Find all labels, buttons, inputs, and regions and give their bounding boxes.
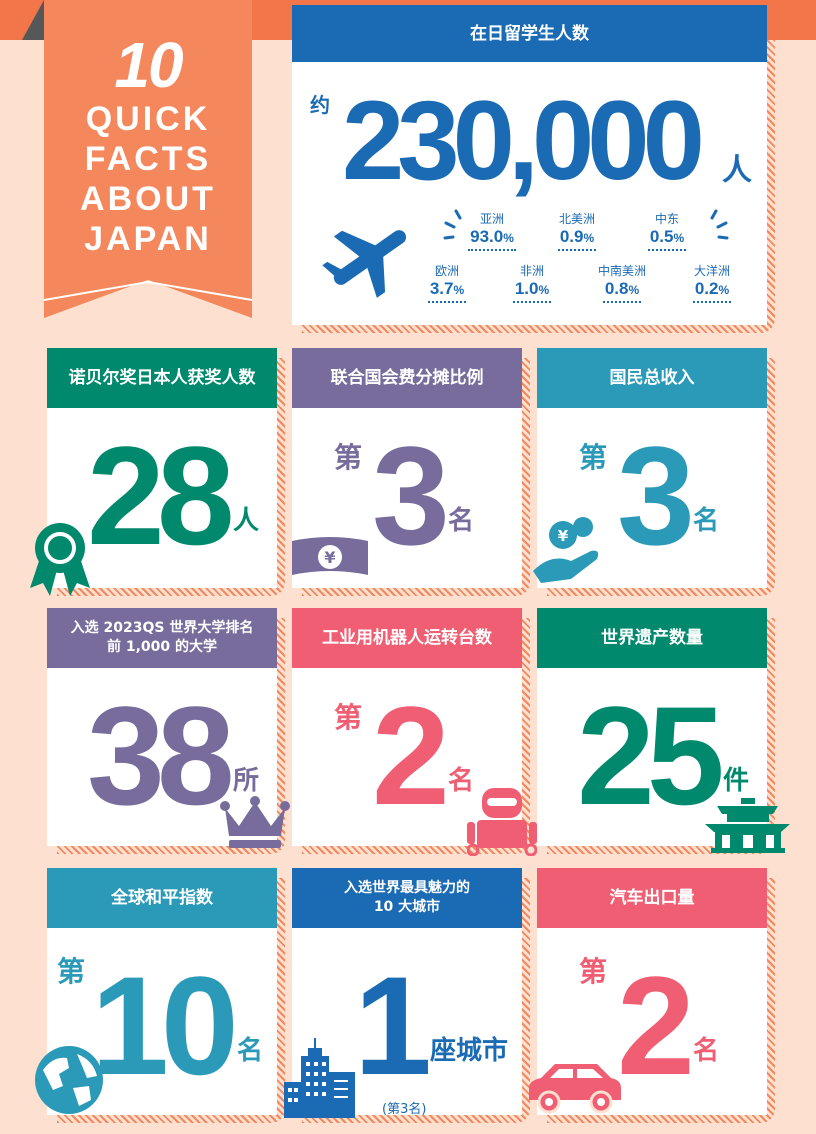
fact-card: 世界遗产数量 25 件	[537, 608, 790, 854]
banner-line: JAPAN	[84, 220, 212, 258]
fact-card: 国民总收入 第 3 名 ¥	[533, 348, 775, 596]
fact-card: 联合国会费分摊比例 第 3 名 ¥	[292, 348, 530, 596]
card-unit: 名	[237, 1036, 264, 1066]
region-value: 3.7%	[427, 279, 467, 303]
svg-text:¥: ¥	[324, 548, 335, 567]
card-number: 2	[617, 947, 695, 1104]
region-stat: 中东 0.5%	[622, 210, 712, 251]
card-number: 3	[372, 417, 450, 574]
card-header: 国民总收入	[537, 348, 767, 408]
card-header: 世界遗产数量	[537, 608, 767, 668]
region-stat: 中南美洲 0.8%	[577, 262, 667, 303]
card-header: 入选世界最具魅力的 10 大城市	[292, 868, 522, 928]
card-number: 10	[91, 947, 239, 1104]
region-name: 北美洲	[558, 212, 595, 226]
card-unit: 名	[448, 506, 475, 536]
fact-card: 入选世界最具魅力的 10 大城市 1 座城市 (第3名)	[284, 868, 530, 1123]
students-number: 230,000	[342, 78, 705, 203]
card-number: 3	[617, 417, 695, 574]
region-name: 亚洲	[479, 212, 504, 226]
card-prefix: 第	[334, 441, 363, 474]
banner-divider	[44, 280, 252, 301]
card-prefix: 第	[579, 441, 608, 474]
region-value: 0.9%	[557, 227, 597, 251]
card-prefix: 第	[57, 955, 86, 988]
region-name: 中南美洲	[597, 264, 646, 278]
region-name: 大洋洲	[693, 264, 730, 278]
fact-card: 入选 2023QS 世界大学排名 前 1,000 的大学 38 所	[47, 608, 290, 854]
sparkle-icon	[710, 209, 729, 240]
card-number: 25	[577, 677, 725, 834]
region-stat: 欧洲 3.7%	[402, 262, 492, 303]
fact-card: 全球和平指数 第 10 名	[35, 868, 285, 1123]
fact-card: 诺贝尔奖日本人获奖人数 28 人	[30, 348, 285, 596]
region-stat: 亚洲 93.0%	[447, 210, 537, 251]
banner-number: 10	[114, 29, 183, 101]
card-unit: 座城市	[430, 1036, 509, 1066]
region-stat: 大洋洲 0.2%	[667, 262, 757, 303]
students-unit: 人	[722, 153, 752, 188]
card-prefix: 第	[579, 955, 608, 988]
card-unit: 人	[233, 506, 260, 536]
banner-line: QUICK	[85, 100, 211, 138]
students-header: 在日留学生人数	[292, 5, 767, 62]
card-unit: 名	[448, 766, 475, 796]
card-prefix: 第	[334, 701, 363, 734]
card-number: 1	[354, 947, 432, 1104]
card-unit: 所	[233, 766, 260, 796]
region-value: 0.5%	[647, 227, 687, 251]
region-name: 中东	[654, 212, 679, 226]
banner-line: ABOUT	[80, 180, 216, 218]
svg-text:¥: ¥	[558, 527, 569, 545]
card-header: 汽车出口量	[537, 868, 767, 928]
banner-line: FACTS	[84, 140, 212, 178]
region-name: 欧洲	[434, 264, 459, 278]
region-value: 0.2%	[692, 279, 732, 303]
fact-card: 汽车出口量 第 2 名	[529, 868, 775, 1123]
card-header: 全球和平指数	[47, 868, 277, 928]
region-value: 93.0%	[468, 227, 516, 251]
students-prefix: 约	[310, 93, 330, 117]
card-header: 入选 2023QS 世界大学排名 前 1,000 的大学	[47, 608, 277, 668]
region-stat: 非洲 1.0%	[487, 262, 577, 303]
region-value: 0.8%	[602, 279, 642, 303]
banner-fold	[22, 0, 44, 40]
card-note: (第3名)	[382, 1102, 427, 1117]
card-number: 2	[372, 677, 450, 834]
card-header: 联合国会费分摊比例	[292, 348, 522, 408]
title-banner: 10 QUICK FACTS ABOUT JAPAN	[44, 0, 252, 318]
card-unit: 名	[693, 506, 720, 536]
students-card: 在日留学生人数 约 230,000 人 亚洲 93.0% 北美洲 0.9% 中东 0.5%…	[292, 5, 775, 333]
region-stat: 北美洲 0.9%	[532, 210, 622, 251]
card-header: 工业用机器人运转台数	[292, 608, 522, 668]
sparkle-icon	[443, 209, 462, 240]
card-number: 28	[87, 417, 235, 574]
region-name: 非洲	[519, 264, 544, 278]
airplane-icon	[322, 230, 407, 298]
fact-card: 工业用机器人运转台数 第 2 名	[292, 608, 537, 856]
card-header: 诺贝尔奖日本人获奖人数	[47, 348, 277, 408]
region-value: 1.0%	[512, 279, 552, 303]
card-unit: 名	[693, 1036, 720, 1066]
card-number: 38	[87, 677, 235, 834]
card-unit: 件	[723, 766, 750, 796]
